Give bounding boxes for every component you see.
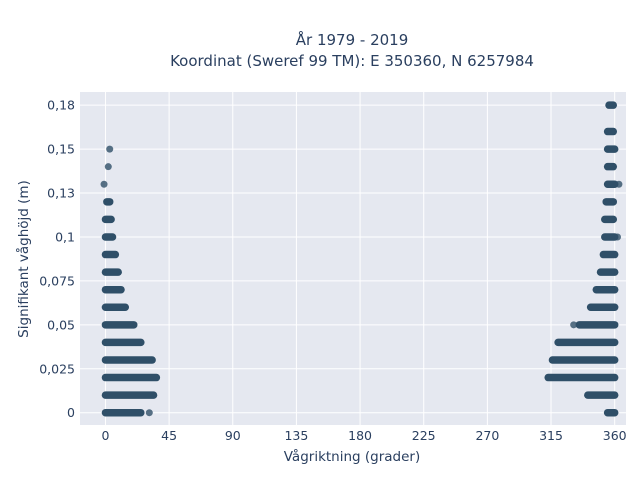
chart-title: År 1979 - 2019 — [296, 30, 409, 49]
y-axis-ticks: 0 0,025 0,05 0,075 0,1 0,13 0,15 0,18 — [39, 98, 75, 421]
data-point — [145, 409, 153, 417]
y-tick-label: 0,13 — [47, 186, 75, 201]
x-tick-label: 225 — [412, 428, 436, 443]
data-point — [104, 163, 112, 171]
chart-subtitle: Koordinat (Sweref 99 TM): E 350360, N 62… — [170, 52, 534, 70]
x-tick-label: 135 — [284, 428, 308, 443]
y-tick-label: 0,15 — [47, 142, 75, 157]
x-axis-label: Vågriktning (grader) — [284, 448, 421, 465]
x-tick-label: 180 — [348, 428, 372, 443]
y-tick-label: 0,18 — [47, 98, 75, 113]
x-axis-ticks: 0 45 90 135 180 225 270 315 360 — [101, 428, 626, 443]
y-tick-label: 0,05 — [47, 317, 75, 332]
data-point — [100, 180, 108, 188]
y-tick-label: 0,025 — [39, 361, 75, 376]
data-point — [614, 233, 622, 241]
x-tick-label: 90 — [225, 428, 241, 443]
y-tick-label: 0 — [67, 405, 75, 420]
data-point — [570, 321, 578, 329]
x-tick-label: 45 — [161, 428, 177, 443]
grid-lines — [80, 92, 626, 425]
plot-area — [80, 92, 626, 425]
y-tick-label: 0,075 — [39, 273, 75, 288]
x-tick-label: 270 — [475, 428, 499, 443]
x-tick-label: 315 — [539, 428, 563, 443]
x-tick-label: 360 — [603, 428, 627, 443]
y-axis-label: Signifikant våghöjd (m) — [15, 180, 32, 338]
x-tick-label: 0 — [101, 428, 109, 443]
data-points — [100, 101, 623, 417]
y-tick-label: 0,1 — [55, 229, 75, 244]
data-point — [106, 145, 114, 153]
data-point — [615, 180, 623, 188]
